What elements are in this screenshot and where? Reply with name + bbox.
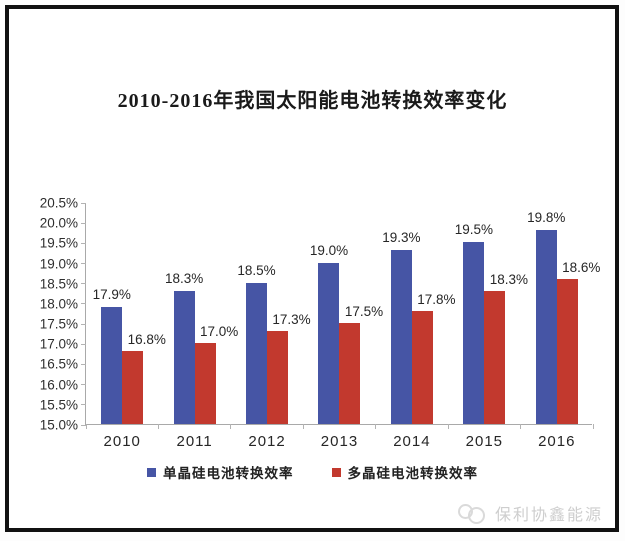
bar-group: 18.3% 17.0% 2011 [158,203,238,450]
bar-value-label-mono: 18.5% [237,262,276,278]
x-axis-tick-mark [520,424,522,429]
bar-poly [556,278,578,424]
legend-swatch-red [331,467,341,477]
legend-swatch-blue [147,467,156,477]
plot-area: 17.9% 16.8% 2010 18.3% 17.0% 2011 18.5% 17.3% 20… [81,202,600,450]
chart-legend: 单晶硅电池转换效率 多晶硅电池转换效率 [0,462,625,482]
bar-value-label-mono: 19.0% [309,242,349,258]
bar-mono [463,242,485,424]
bar-group: 17.9% 16.8% 2010 [86,203,166,450]
bar-value-label-poly: 17.5% [344,304,384,320]
y-axis: 20.5% 20.0% 19.5% 19.0% 18.5% 18.0% 17.5% 17.0%… [26,196,78,433]
x-axis-category-label: 2011 [176,433,213,450]
y-axis-tick-label: 18.0% [39,296,78,312]
bar-group: 19.8% 18.6% 2016 [521,203,600,450]
y-axis-tick-label: 19.5% [39,235,78,251]
y-axis-tick-label: 18.5% [39,276,78,292]
bar-value-label-mono: 19.8% [527,210,566,226]
y-axis-tick-label: 19.0% [39,256,78,272]
y-axis-tick-label: 16.5% [39,356,78,372]
bar-group: 19.3% 17.8% 2014 [376,203,455,450]
bar-mono [535,230,557,424]
x-axis-tick-mark [85,424,87,429]
x-axis-category-label: 2010 [103,433,141,450]
y-axis-tick-label: 20.5% [39,195,78,211]
y-axis-tick-label: 16.0% [39,377,78,393]
bar-poly [122,351,144,424]
legend-item-mono: 单晶硅电池转换效率 [147,462,294,482]
x-axis-tick-mark [375,424,377,429]
bar-group: 19.0% 17.5% 2013 [303,203,383,450]
y-axis-tick-label: 20.0% [39,215,78,231]
image-border-frame [5,5,619,532]
bar-group: 18.5% 17.3% 2012 [231,203,310,450]
bar-mono [390,250,412,424]
y-axis-tick-label: 17.5% [39,316,78,332]
bar-value-label-poly: 17.8% [417,291,456,307]
bar-poly [339,323,361,424]
x-axis-category-label: 2016 [538,433,576,450]
y-axis-tick-mark [81,283,86,285]
legend-item-poly: 多晶硅电池转换效率 [331,462,479,482]
bar-value-label-poly: 18.3% [489,271,528,287]
bar-value-label-poly: 16.8% [127,332,166,348]
x-axis-category-label: 2013 [320,433,359,450]
y-axis-tick-label: 17.0% [39,336,78,352]
bar-mono [101,306,123,424]
bar-poly [194,343,216,424]
x-axis-tick-mark [447,424,449,429]
logo-circle-icon [467,507,485,524]
x-axis-category-label: 2012 [248,433,286,450]
legend-label-poly: 多晶硅电池转换效率 [347,466,478,481]
bar-value-label-poly: 17.3% [272,312,311,328]
y-axis-tick-mark [81,404,86,406]
bar-poly [411,310,433,424]
gcl-logo-icon [457,502,490,524]
bar-value-label-mono: 19.5% [454,222,493,238]
bar-value-label-poly: 17.0% [199,324,239,340]
x-axis-tick-mark [302,424,304,429]
bar-mono [318,262,340,424]
y-axis-tick-mark [81,263,86,265]
y-axis-tick-mark [81,363,86,365]
y-axis-tick-mark [81,343,86,345]
bar-mono [246,282,268,424]
x-axis-tick-mark [592,424,594,429]
x-axis-tick-mark [230,424,232,429]
watermark: 保利协鑫能源 [457,501,603,525]
y-axis-tick-mark [81,384,86,386]
y-axis-tick-mark [81,242,86,244]
y-axis-tick-mark [81,202,86,204]
y-axis-tick-mark [81,323,86,325]
y-axis-tick-label: 15.0% [39,417,78,433]
y-axis-tick-mark [81,222,86,224]
bar-value-label-poly: 18.6% [562,259,601,275]
bar-value-label-mono: 17.9% [92,286,131,302]
bar-poly [267,331,289,424]
y-axis-tick-mark [81,303,86,305]
bar-value-label-mono: 19.3% [382,230,421,246]
y-axis-tick-label: 15.5% [39,397,78,413]
x-axis-category-label: 2014 [393,433,431,450]
bar-group: 19.5% 18.3% 2015 [448,203,528,450]
watermark-text: 保利协鑫能源 [494,507,603,524]
x-axis-category-label: 2015 [465,433,504,450]
bar-mono [173,290,195,424]
y-axis-tick-mark [81,424,86,426]
bar-poly [484,290,506,424]
legend-label-mono: 单晶硅电池转换效率 [163,466,294,481]
x-axis-tick-mark [157,424,159,429]
bar-value-label-mono: 18.3% [164,270,204,286]
chart-title: 2010-2016年我国太阳能电池转换效率变化 [117,90,508,112]
